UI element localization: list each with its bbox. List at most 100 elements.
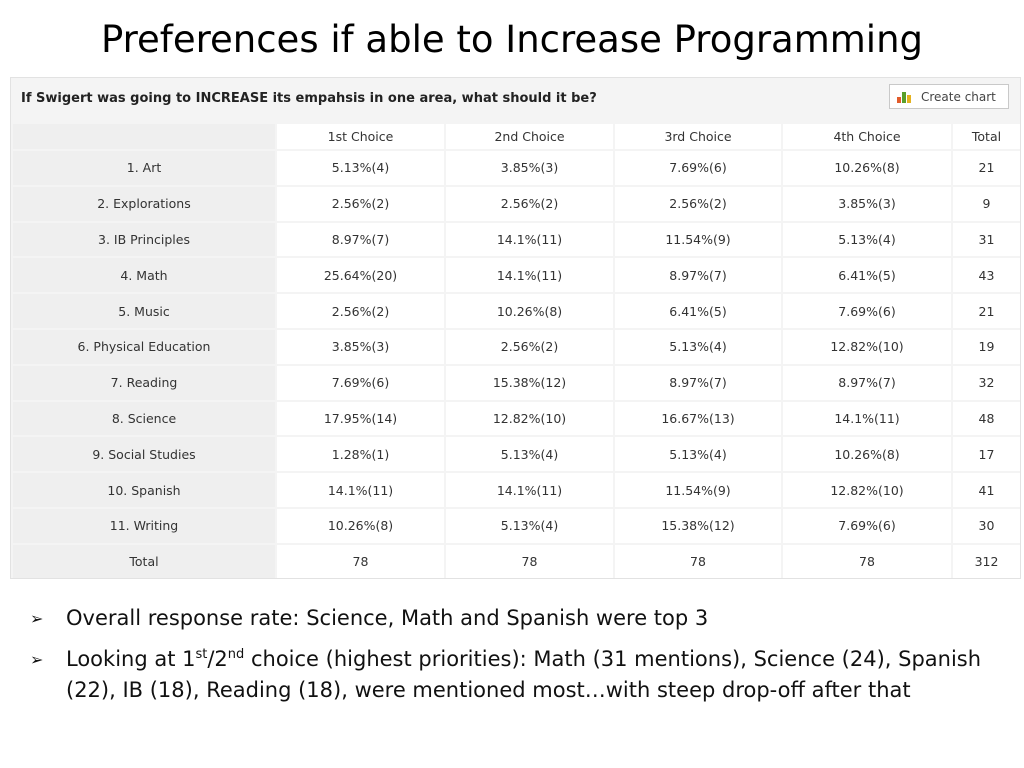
table-row: 4. Math 25.64%(20) 14.1%(11) 8.97%(7) 6.41%(… xyxy=(13,258,1020,293)
table-cell: 78 xyxy=(446,544,613,578)
table-cell: 7.69%(6) xyxy=(277,365,444,400)
table-cell: 7.69%(6) xyxy=(615,151,781,185)
table-cell: 12.82%(10) xyxy=(783,473,951,507)
table-cell: 312 xyxy=(953,544,1020,578)
table-cell: 8.97%(7) xyxy=(615,258,781,293)
question-bar: If Swigert was going to INCREASE its emp… xyxy=(11,78,1020,121)
table-cell: 7.69%(6) xyxy=(783,294,951,328)
column-header: 3rd Choice xyxy=(615,124,781,149)
column-header: Total xyxy=(953,124,1020,149)
table-cell: 6.41%(5) xyxy=(615,294,781,328)
row-label: Total xyxy=(13,544,275,578)
row-label: 7. Reading xyxy=(13,365,275,400)
table-cell: 30 xyxy=(953,508,1020,543)
table-cell: 5.13%(4) xyxy=(783,222,951,257)
row-label: 11. Writing xyxy=(13,508,275,543)
row-label: 8. Science xyxy=(13,401,275,436)
table-cell: 17.95%(14) xyxy=(277,401,444,436)
note-text: Overall response rate: Science, Math and… xyxy=(66,606,709,630)
table-cell: 48 xyxy=(953,401,1020,436)
row-label: 2. Explorations xyxy=(13,186,275,221)
table-cell: 3.85%(3) xyxy=(783,186,951,221)
table-cell: 11.54%(9) xyxy=(615,473,781,507)
note-item: ➢ Overall response rate: Science, Math a… xyxy=(30,603,1000,634)
table-cell: 10.26%(8) xyxy=(783,151,951,185)
table-row: Total 78 78 78 78 312 xyxy=(13,544,1020,578)
table-cell: 5.13%(4) xyxy=(277,151,444,185)
row-label: 6. Physical Education xyxy=(13,329,275,364)
table-cell: 2.56%(2) xyxy=(277,294,444,328)
table-cell: 14.1%(11) xyxy=(277,473,444,507)
table-cell: 7.69%(6) xyxy=(783,508,951,543)
arrow-bullet-icon: ➢ xyxy=(30,650,44,669)
question-text: If Swigert was going to INCREASE its emp… xyxy=(21,91,597,106)
table-cell: 32 xyxy=(953,365,1020,400)
table-cell: 17 xyxy=(953,437,1020,472)
table-row: 10. Spanish 14.1%(11) 14.1%(11) 11.54%(9) 12… xyxy=(13,473,1020,507)
table-cell: 15.38%(12) xyxy=(446,365,613,400)
table-row: 3. IB Principles 8.97%(7) 14.1%(11) 11.54%(… xyxy=(13,222,1020,257)
table-cell: 5.13%(4) xyxy=(446,437,613,472)
table-cell: 3.85%(3) xyxy=(446,151,613,185)
table-cell: 8.97%(7) xyxy=(615,365,781,400)
row-label: 9. Social Studies xyxy=(13,437,275,472)
note-superscript: nd xyxy=(227,647,245,662)
table-cell: 9 xyxy=(953,186,1020,221)
table-cell: 8.97%(7) xyxy=(783,365,951,400)
table-cell: 78 xyxy=(277,544,444,578)
row-label: 1. Art xyxy=(13,151,275,185)
results-table: 1st Choice 2nd Choice 3rd Choice 4th Cho… xyxy=(11,122,1022,580)
table-cell: 6.41%(5) xyxy=(783,258,951,293)
column-header: 1st Choice xyxy=(277,124,444,149)
note-item: ➢ Looking at 1st/2nd choice (highest pri… xyxy=(30,644,1000,706)
table-row: 6. Physical Education 3.85%(3) 2.56%(2) 5.1… xyxy=(13,329,1020,364)
table-cell: 11.54%(9) xyxy=(615,222,781,257)
table-cell: 14.1%(11) xyxy=(446,473,613,507)
note-text-part: /2 xyxy=(207,647,228,671)
table-cell: 25.64%(20) xyxy=(277,258,444,293)
row-label: 5. Music xyxy=(13,294,275,328)
table-cell: 10.26%(8) xyxy=(277,508,444,543)
table-cell: 2.56%(2) xyxy=(446,329,613,364)
table-cell: 14.1%(11) xyxy=(446,222,613,257)
table-cell: 5.13%(4) xyxy=(615,437,781,472)
note-text-part: choice (highest priorities): Math (31 me… xyxy=(66,647,982,702)
table-cell: 19 xyxy=(953,329,1020,364)
table-row: 9. Social Studies 1.28%(1) 5.13%(4) 5.13%(4… xyxy=(13,437,1020,472)
table-cell: 2.56%(2) xyxy=(446,186,613,221)
slide-title: Preferences if able to Increase Programm… xyxy=(100,18,924,61)
table-cell: 2.56%(2) xyxy=(277,186,444,221)
survey-results-panel: If Swigert was going to INCREASE its emp… xyxy=(10,77,1021,579)
table-cell: 21 xyxy=(953,294,1020,328)
table-cell: 8.97%(7) xyxy=(277,222,444,257)
notes-list: ➢ Overall response rate: Science, Math a… xyxy=(30,603,1000,716)
table-cell: 12.82%(10) xyxy=(783,329,951,364)
table-cell: 5.13%(4) xyxy=(446,508,613,543)
table-cell: 21 xyxy=(953,151,1020,185)
table-cell: 78 xyxy=(783,544,951,578)
row-label: 4. Math xyxy=(13,258,275,293)
table-body: 1. Art 5.13%(4) 3.85%(3) 7.69%(6) 10.26%(8) 2… xyxy=(13,151,1020,578)
arrow-bullet-icon: ➢ xyxy=(30,609,44,628)
header-corner-cell xyxy=(13,124,275,149)
create-chart-button[interactable]: Create chart xyxy=(889,84,1009,109)
column-header: 2nd Choice xyxy=(446,124,613,149)
table-row: 8. Science 17.95%(14) 12.82%(10) 16.67%(13)… xyxy=(13,401,1020,436)
table-header-row: 1st Choice 2nd Choice 3rd Choice 4th Cho… xyxy=(13,124,1020,149)
table-cell: 5.13%(4) xyxy=(615,329,781,364)
row-label: 10. Spanish xyxy=(13,473,275,507)
table-cell: 10.26%(8) xyxy=(446,294,613,328)
bar-chart-icon xyxy=(897,91,911,103)
table-cell: 15.38%(12) xyxy=(615,508,781,543)
note-superscript: st xyxy=(195,647,208,662)
table-row: 2. Explorations 2.56%(2) 2.56%(2) 2.56%(2) 3… xyxy=(13,186,1020,221)
table-cell: 16.67%(13) xyxy=(615,401,781,436)
table-cell: 31 xyxy=(953,222,1020,257)
table-row: 7. Reading 7.69%(6) 15.38%(12) 8.97%(7) 8.97… xyxy=(13,365,1020,400)
table-row: 5. Music 2.56%(2) 10.26%(8) 6.41%(5) 7.69%(6… xyxy=(13,294,1020,328)
note-text-part: Looking at 1 xyxy=(66,647,196,671)
create-chart-label: Create chart xyxy=(921,89,996,104)
column-header: 4th Choice xyxy=(783,124,951,149)
table-cell: 14.1%(11) xyxy=(783,401,951,436)
row-label: 3. IB Principles xyxy=(13,222,275,257)
